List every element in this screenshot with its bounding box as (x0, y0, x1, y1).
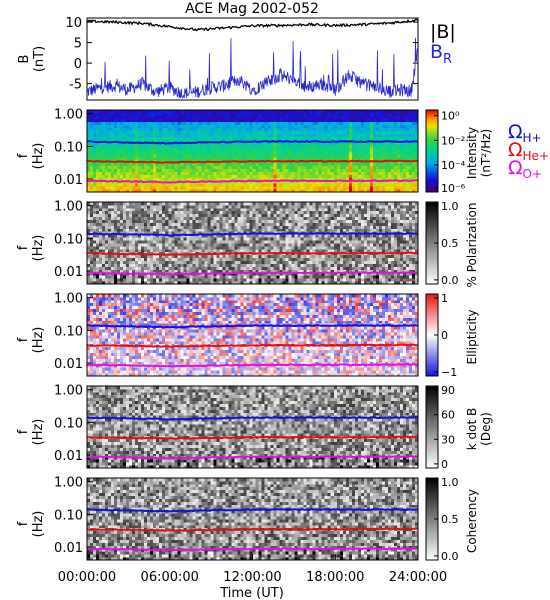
colorbar-tick-label: 0.0 (441, 274, 459, 287)
ytick-label: 1.00 (54, 384, 83, 399)
top-ylabel: B (17, 55, 32, 64)
ytick-label: 0.10 (54, 324, 83, 339)
ytick-label: 0.10 (54, 416, 83, 431)
ylabel: f (16, 337, 31, 342)
time-axis: 00:00:00 06:00:00 12:00:00 18:00:00 24:00:00 (58, 554, 447, 585)
ytick-label: 0.10 (54, 508, 83, 523)
colorbar-label: Intensity (465, 127, 479, 179)
x-axis-label: Time (UT) (219, 586, 284, 600)
colorbar-tick-label: 10⁻⁶ (441, 182, 466, 195)
colorbar (425, 109, 439, 193)
ytick-label: 0.01 (54, 265, 83, 280)
ytick-label: 0.10 (54, 140, 83, 155)
gyrofrequency-line-hplus (86, 232, 419, 237)
colorbar-unit: (nT²/Hz) (479, 129, 493, 177)
xtick-label: 24:00:00 (389, 570, 447, 585)
panel-intensity: 1.00 0.10 0.01 f (Hz) 10⁰ 10⁻² 10⁻⁴ 10⁻⁶ Intensit… (16, 108, 493, 195)
top-ytick-label: -5 (69, 78, 82, 93)
series-B_total (86, 18, 419, 32)
colorbar-tick-label: 30 (441, 433, 455, 446)
colorbar-tick-label: 0.5 (441, 237, 459, 250)
colorbar-tick-label: 1.0 (441, 200, 459, 213)
colorbar-tick-label: 90 (441, 384, 455, 397)
colorbar-tick-label: 0 (441, 329, 448, 342)
colorbar-tick-label: 1 (441, 292, 448, 305)
colorbar-tick-label: 10⁰ (441, 110, 460, 123)
gyrofrequency-line-oplus (86, 271, 419, 276)
yunit: (Hz) (31, 511, 46, 538)
gyrofrequency-line-oplus (86, 455, 419, 460)
top-panel: 10 5 0 -5 B (nT) |B|BR (17, 16, 456, 101)
spectrogram-panels: 1.000.100.01f (Hz)10⁰10⁻²10⁻⁴10⁻⁶Intensit… (16, 108, 549, 563)
top-ytick-label: 10 (65, 16, 82, 31)
colorbar-label: Ellipticity (465, 310, 479, 365)
colorbar-tick-label: 0.0 (441, 550, 459, 563)
legend-B-total: |B| (430, 21, 456, 43)
top-yunit: (nT) (32, 46, 47, 72)
panel-ellipticity: 1.00 0.10 0.01 f (Hz) 1 0 −1 Ellipticity (16, 292, 479, 379)
ytick-label: 1.00 (54, 292, 83, 307)
panel-frame (86, 201, 419, 285)
series-B_R (86, 37, 419, 100)
colorbar-unit: (Deg) (479, 412, 493, 446)
ytick-label: 0.10 (54, 232, 83, 247)
gyrofrequency-line-heplus (86, 435, 419, 440)
top-panel-frame (86, 17, 419, 101)
colorbar-tick-label: 0 (441, 458, 448, 471)
panel-k-dot-b: 1.00 0.10 0.01 f (Hz) 90 60 30 0 k dot B (Deg) (16, 384, 493, 471)
gyrofrequency-line-oplus (86, 547, 419, 552)
top-ytick-label: 5 (74, 37, 82, 52)
gyrofrequency-line-heplus (86, 251, 419, 256)
colorbar (425, 385, 439, 469)
ytick-label: 0.01 (54, 449, 83, 464)
gyrofrequency-line-hplus (86, 416, 419, 421)
yunit: (Hz) (31, 235, 46, 262)
yunit: (Hz) (31, 327, 46, 354)
ytick-label: 1.00 (54, 476, 83, 491)
panel-coherency: 1.00 0.10 0.01 f (Hz) 1.0 0.5 0.0 Coherency (16, 476, 479, 563)
ylabel: f (16, 521, 31, 526)
xtick-label: 12:00:00 (223, 570, 281, 585)
colorbar-tick-label: 60 (441, 409, 455, 422)
panel-frame (86, 293, 419, 377)
legend-B-R: BR (430, 41, 452, 67)
spectrogram-cells (87, 294, 419, 377)
ytick-label: 0.01 (54, 173, 83, 188)
gyrofrequency-line-hplus (86, 140, 419, 145)
panel-polarization: 1.00 0.10 0.01 f (Hz) 1.0 0.5 0.0 % Polarization (16, 200, 479, 288)
colorbar-tick-label: 10⁻² (441, 134, 465, 147)
ylabel: f (16, 429, 31, 434)
panel-frame (86, 385, 419, 469)
colorbar-tick-label: 10⁻⁴ (441, 159, 466, 172)
colorbar-label: % Polarization (465, 203, 479, 288)
colorbar-tick-label: −1 (441, 366, 457, 379)
colorbar-label: k dot B (465, 408, 479, 450)
panel-frame (86, 109, 419, 193)
gyrofrequency-line-heplus (86, 527, 419, 532)
yunit: (Hz) (31, 419, 46, 446)
colorbar-label: Coherency (465, 489, 479, 553)
gyrofrequency-line-heplus (86, 343, 419, 348)
ytick-label: 1.00 (54, 200, 83, 215)
ytick-label: 0.01 (54, 357, 83, 372)
top-ytick-label: 0 (74, 57, 82, 72)
colorbar-tick-label: 0.5 (441, 513, 459, 526)
ytick-label: 0.01 (54, 541, 83, 556)
gyrofrequency-line-hplus (86, 508, 419, 513)
ylabel: f (16, 245, 31, 250)
gyrofrequency-line-hplus (86, 324, 419, 329)
yunit: (Hz) (31, 143, 46, 170)
xtick-label: 18:00:00 (306, 570, 364, 585)
gyrofrequency-line-heplus (86, 159, 418, 164)
chart-title: ACE Mag 2002-052 (185, 1, 319, 17)
colorbar-tick-label: 1.0 (441, 476, 459, 489)
xtick-label: 06:00:00 (141, 570, 199, 585)
xtick-label: 00:00:00 (58, 570, 116, 585)
gyrofrequency-line-oplus (86, 179, 418, 184)
ytick-label: 1.00 (54, 108, 83, 123)
gyrofrequency-line-oplus (86, 363, 419, 368)
ylabel: f (16, 153, 31, 158)
